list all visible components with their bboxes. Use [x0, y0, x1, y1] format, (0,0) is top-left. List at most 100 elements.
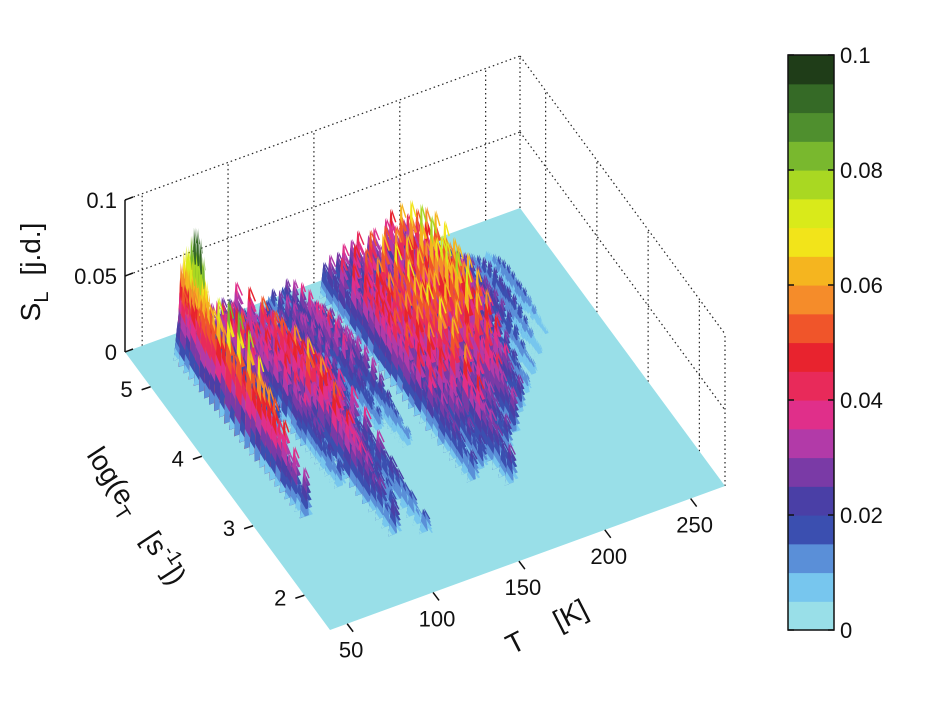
ridge-band — [526, 314, 537, 321]
ridge-band — [402, 441, 415, 450]
x-tick-label: 200 — [590, 544, 627, 569]
colorbar-segment — [788, 227, 834, 257]
z-tick — [124, 196, 134, 201]
svg-text:T[K]: T[K] — [501, 593, 593, 660]
ridge-band — [517, 328, 528, 337]
colorbar: 0 0.02 0.04 0.06 0.08 0.1 — [787, 43, 883, 643]
ridge-band — [523, 338, 534, 345]
x-tick — [604, 529, 612, 539]
y-tick-label: 5 — [120, 377, 132, 402]
colorbar-segment — [788, 55, 834, 85]
ridge-band — [373, 420, 385, 432]
svg-text:SL[j.d.]: SL[j.d.] — [15, 223, 53, 322]
colorbar-tick-label: 0.08 — [840, 158, 883, 183]
ridge-band — [388, 521, 403, 537]
ridge-band — [533, 323, 545, 330]
colorbar-segment — [788, 112, 834, 142]
ridge-band — [535, 325, 546, 333]
ridge-band — [529, 314, 539, 324]
colorbar-tick-label: 0.1 — [840, 43, 871, 68]
colorbar-segment — [788, 285, 834, 315]
ridge-band — [466, 468, 481, 483]
surface — [125, 199, 725, 630]
ridge-band — [533, 321, 544, 330]
y-tick-label: 4 — [172, 446, 184, 471]
ridge-segment — [373, 405, 385, 433]
z-tick — [124, 348, 134, 353]
ridge-segment — [527, 358, 539, 378]
z-tick — [124, 272, 134, 277]
colorbar-tick-label: 0 — [840, 618, 852, 643]
ridge-band — [507, 422, 521, 434]
colorbar-frame — [787, 54, 835, 631]
grid-line — [124, 55, 521, 201]
ridge-band — [533, 352, 545, 359]
colorbar-segment — [788, 428, 834, 459]
colorbar-segment — [788, 515, 834, 545]
x-tick-label: 50 — [339, 638, 363, 663]
colorbar-segment — [788, 371, 834, 401]
ridge-band — [528, 343, 539, 351]
colorbar-segment — [788, 141, 834, 171]
colorbar-segment — [788, 486, 834, 516]
ridge-band — [524, 307, 535, 318]
colorbar-segment — [788, 313, 834, 344]
x-tick-label: 150 — [505, 575, 542, 600]
colorbar-tick-label: 0.06 — [840, 273, 883, 298]
ridge-band — [527, 368, 539, 377]
ridge-segment — [325, 254, 340, 307]
ridge-segment — [334, 457, 347, 490]
ridge-band — [402, 437, 414, 448]
colorbar-segment — [788, 572, 834, 602]
colorbar-segment — [788, 198, 834, 229]
ridge-segment — [381, 501, 397, 533]
ridge-segment — [533, 342, 545, 359]
y-tick-label: 3 — [223, 516, 235, 541]
ridge-band — [299, 498, 313, 519]
x-tick — [518, 560, 526, 570]
ridge-segment — [504, 442, 520, 488]
ridge-band — [523, 335, 534, 344]
ridge-band — [520, 359, 532, 368]
colorbar-tick-label: 0.04 — [840, 388, 883, 413]
axes: 0 0.05 0.1 2 3 4 5 50 100 150 200 250 — [74, 188, 713, 663]
ridge-band — [489, 265, 500, 275]
colorbar-segment — [788, 256, 834, 286]
ridge-band — [519, 301, 530, 312]
x-tick — [346, 623, 354, 633]
ridge-band — [388, 527, 403, 539]
z-tick-label: 0 — [105, 340, 117, 365]
ridge-band — [531, 319, 542, 327]
y-tick — [141, 386, 151, 391]
colorbar-segment — [788, 457, 834, 487]
ridge-band — [514, 404, 528, 415]
ridge-band — [527, 370, 539, 378]
ridge-band — [524, 363, 535, 373]
ridge-band — [419, 527, 434, 539]
ridge-band — [531, 346, 542, 354]
ridge-band — [517, 331, 529, 338]
ridge-segment — [299, 466, 313, 519]
ridge-band — [503, 311, 515, 320]
ridge-band — [517, 353, 529, 364]
z-axis-label: SL[j.d.] — [15, 223, 53, 322]
ridge-segment — [419, 508, 434, 539]
ridge-band — [504, 475, 520, 488]
y-tick — [295, 594, 305, 599]
ridge-band — [531, 321, 542, 328]
ridge-band — [475, 461, 490, 473]
colorbar-segment — [788, 543, 834, 574]
colorbar-segment — [788, 170, 834, 200]
colorbar-tick-label: 0.02 — [840, 503, 883, 528]
axes-box — [124, 55, 726, 486]
ridge-band — [533, 350, 545, 358]
x-tick — [690, 498, 698, 507]
ridge-segment — [402, 425, 415, 450]
ridge-band — [334, 475, 347, 489]
x-tick-label: 100 — [419, 606, 456, 631]
ridge-band — [522, 306, 532, 315]
x-axis-label: T[K] — [501, 593, 593, 660]
ridge-segment — [540, 326, 552, 340]
ridge-band — [368, 496, 383, 513]
